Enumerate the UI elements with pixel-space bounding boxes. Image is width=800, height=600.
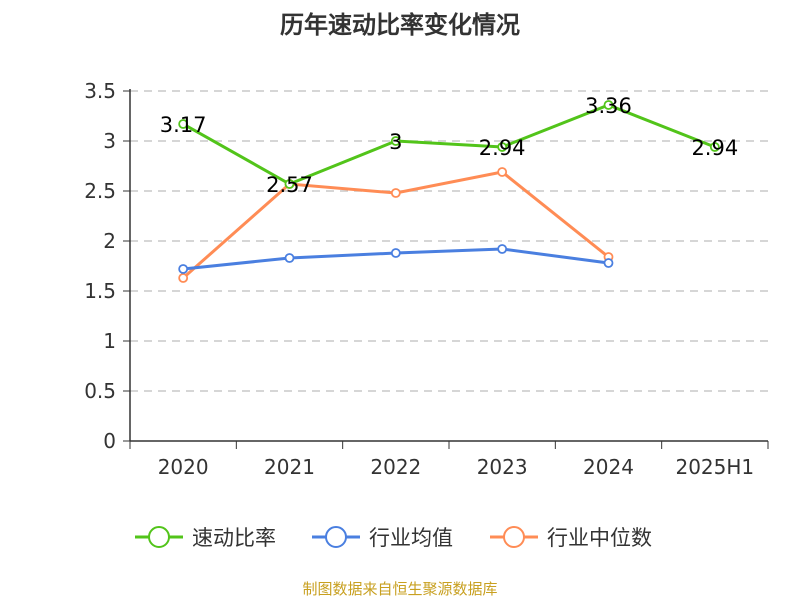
data-point [709,142,720,152]
data-label: 3.17 [160,113,207,137]
data-point [497,244,508,254]
data-point [284,253,295,263]
data-point [284,179,295,189]
legend-item[interactable]: 行业均值 [312,526,453,550]
y-tick-label: 1.5 [84,279,116,303]
data-point [603,258,614,268]
chart-title: 历年速动比率变化情况 [280,11,520,39]
data-label: 2.94 [691,136,738,160]
y-tick-label: 3 [103,129,116,153]
data-label: 3 [389,130,402,154]
data-point [390,188,401,198]
y-tick-label: 0.5 [84,379,116,403]
x-tick-label: 2024 [583,455,634,479]
legend-circle-icon [503,526,525,548]
data-point [178,264,189,274]
x-tick-label: 2021 [264,455,315,479]
legend-label: 行业中位数 [547,526,652,550]
legend-label: 速动比率 [192,526,276,550]
y-tick-label: 1 [103,329,116,353]
y-tick-label: 0 [103,429,116,453]
legend-label: 行业均值 [369,526,453,550]
legend-circle-icon [148,526,170,548]
x-tick-label: 2025H1 [675,455,754,479]
legend-circle-icon [325,526,347,548]
legend-item[interactable]: 速动比率 [135,526,276,550]
series-line [182,103,716,186]
y-tick-label: 3.5 [84,79,116,103]
data-label: 3.36 [585,94,632,118]
data-point [497,167,508,177]
data-point [603,100,614,110]
data-point [390,248,401,258]
x-tick-label: 2022 [370,455,421,479]
legend-item[interactable]: 行业中位数 [490,526,652,550]
data-label: 2.94 [479,136,526,160]
data-point [178,273,189,283]
data-label: 2.57 [266,173,313,197]
y-tick-label: 2 [103,229,116,253]
data-point [178,119,189,129]
y-tick-label: 2.5 [84,179,116,203]
data-point [497,142,508,152]
x-tick-label: 2020 [158,455,209,479]
source-note: 制图数据来自恒生聚源数据库 [302,580,497,598]
data-point [390,136,401,146]
x-tick-label: 2023 [477,455,528,479]
